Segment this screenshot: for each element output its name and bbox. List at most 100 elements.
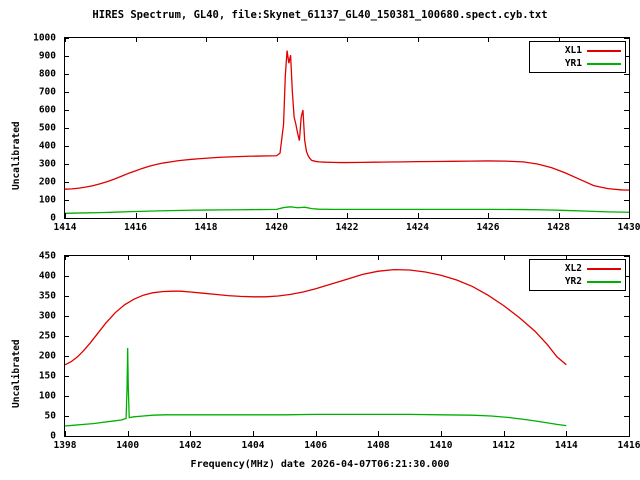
bottom-panel-x-tick-mark — [316, 431, 317, 436]
bottom-panel-x-tick-label: 1410 — [429, 440, 453, 451]
top-panel-y-tick-label: 1000 — [33, 32, 56, 44]
legend-label-yr2: YR2 — [564, 276, 582, 287]
top-panel-traces — [65, 50, 629, 214]
bottom-panel-y-tick-label: 0 — [50, 430, 56, 442]
bottom-panel-x-tick-mark — [253, 431, 254, 436]
legend-entry-yr2: YR2 — [534, 275, 621, 288]
bottom-panel-x-tick-label: 1414 — [554, 440, 578, 451]
trace-yr2 — [65, 347, 567, 427]
legend-swatch-yr1 — [587, 62, 621, 65]
legend-entry-yr1: YR1 — [534, 57, 621, 70]
top-panel-y-tick-label: 500 — [38, 122, 56, 134]
legend-label-yr1: YR1 — [564, 58, 582, 69]
top-panel-y-tick-mark-right — [624, 146, 629, 147]
bottom-panel-y-tick-mark — [64, 436, 69, 437]
top-panel-x-tick-mark — [277, 213, 278, 218]
bottom-panel-x-tick-label: 1402 — [178, 440, 202, 451]
bottom-panel-y-tick-mark — [64, 256, 69, 257]
bottom-panel-x-tick-mark-top — [253, 255, 254, 260]
bottom-panel-x-tick-mark — [190, 431, 191, 436]
bottom-panel-y-tick-mark-right — [624, 396, 629, 397]
top-panel-y-tick-mark — [64, 38, 69, 39]
top-panel-x-tick-mark — [629, 213, 630, 218]
bottom-panel-y-tick-mark-right — [624, 416, 629, 417]
bottom-panel-x-tick-mark — [566, 431, 567, 436]
x-axis-label: Frequency(MHz) date 2026-04-07T06:21:30.… — [190, 459, 450, 470]
legend-swatch-yr2 — [587, 280, 621, 283]
legend-label-xl1: XL1 — [564, 45, 582, 56]
top-panel-y-tick-label: 800 — [38, 68, 56, 80]
bottom-panel-y-tick-mark — [64, 356, 69, 357]
top-panel-x-tick-label: 1420 — [265, 222, 288, 233]
top-panel-y-tick-mark — [64, 218, 69, 219]
top-panel-y-tick-mark-right — [624, 92, 629, 93]
bottom-panel-y-tick-mark-right — [624, 376, 629, 377]
bottom-panel-y-tick-mark-right — [624, 436, 629, 437]
top-panel-y-tick-mark-right — [624, 110, 629, 111]
top-panel-x-tick-label: 1418 — [194, 222, 218, 233]
bottom-panel-x-tick-mark-top — [629, 255, 630, 260]
top-panel-y-tick-mark-right — [624, 200, 629, 201]
top-panel-y-tick-mark — [64, 146, 69, 147]
top-panel-x-tick-label: 1426 — [476, 222, 500, 233]
bottom-panel-y-tick-mark-right — [624, 296, 629, 297]
top-panel-y-tick-mark-right — [624, 128, 629, 129]
top-panel-y-tick-label: 600 — [38, 104, 56, 116]
legend-swatch-xl1 — [587, 49, 621, 52]
top-panel-y-tick-mark-right — [624, 218, 629, 219]
bottom-panel-y-tick-mark — [64, 316, 69, 317]
top-panel-x-tick-mark — [65, 213, 66, 218]
bottom-panel-y-tick-label: 200 — [38, 350, 56, 362]
bottom-panel-x-tick-mark — [629, 431, 630, 436]
legend-label-xl2: XL2 — [564, 263, 582, 274]
top-panel-x-tick-label: 1414 — [53, 222, 77, 233]
legend-entry-xl1: XL1 — [534, 44, 621, 57]
bottom-panel-x-tick-mark-top — [190, 255, 191, 260]
bottom-panel-y-tick-mark-right — [624, 316, 629, 317]
top-panel-y-tick-mark — [64, 56, 69, 57]
bottom-panel-x-tick-label: 1398 — [53, 440, 77, 451]
bottom-panel-y-tick-mark-right — [624, 356, 629, 357]
bottom-panel-x-tick-mark — [378, 431, 379, 436]
bottom-panel-x-tick-label: 1416 — [617, 440, 640, 451]
bottom-panel-x-tick-mark — [128, 431, 129, 436]
bottom-panel-x-tick-label: 1408 — [366, 440, 390, 451]
top-panel-y-tick-mark — [64, 128, 69, 129]
top-panel-y-tick-mark — [64, 110, 69, 111]
top-panel-y-tick-mark-right — [624, 56, 629, 57]
legend-entry-xl2: XL2 — [534, 262, 621, 275]
top-panel-x-tick-label: 1422 — [335, 222, 359, 233]
bottom-panel-x-tick-label: 1412 — [492, 440, 516, 451]
trace-xl2 — [65, 268, 567, 366]
bottom-panel-y-tick-mark-right — [624, 276, 629, 277]
top-panel-y-tick-label: 0 — [50, 212, 56, 224]
bottom-panel-y-tick-mark — [64, 296, 69, 297]
top-panel-y-tick-label: 400 — [38, 140, 56, 152]
top-panel-y-tick-label: 300 — [38, 158, 56, 170]
top-panel-x-tick-mark — [488, 213, 489, 218]
bottom-panel-y-tick-label: 350 — [38, 290, 56, 302]
bottom-panel-y-tick-mark-right — [624, 336, 629, 337]
top-panel-y-tick-mark-right — [624, 164, 629, 165]
bottom-panel-traces — [65, 268, 567, 427]
bottom-panel-x-tick-label: 1404 — [241, 440, 265, 451]
legend-swatch-xl2 — [587, 267, 621, 270]
bottom-panel-x-tick-label: 1406 — [304, 440, 328, 451]
top-panel-x-tick-mark-top — [418, 37, 419, 42]
bottom-panel-y-tick-mark — [64, 276, 69, 277]
top-panel-x-tick-mark — [206, 213, 207, 218]
top-panel-x-tick-mark-top — [136, 37, 137, 42]
top-panel-x-tick-label: 1424 — [406, 222, 429, 233]
top-panel-x-tick-mark-top — [559, 37, 560, 42]
bottom-panel-x-tick-mark-top — [504, 255, 505, 260]
top-panel-y-tick-mark — [64, 74, 69, 75]
top-panel-x-tick-label: 1428 — [547, 222, 570, 233]
bottom-panel-legend: XL2 YR2 — [529, 259, 626, 291]
bottom-panel-x-tick-mark — [504, 431, 505, 436]
top-panel-x-tick-mark — [418, 213, 419, 218]
top-panel-y-tick-mark — [64, 182, 69, 183]
top-panel-x-tick-mark-top — [65, 37, 66, 42]
bottom-panel-y-tick-label: 250 — [38, 330, 56, 342]
bottom-panel-y-tick-label: 400 — [38, 270, 56, 282]
top-panel-x-tick-mark-top — [277, 37, 278, 42]
